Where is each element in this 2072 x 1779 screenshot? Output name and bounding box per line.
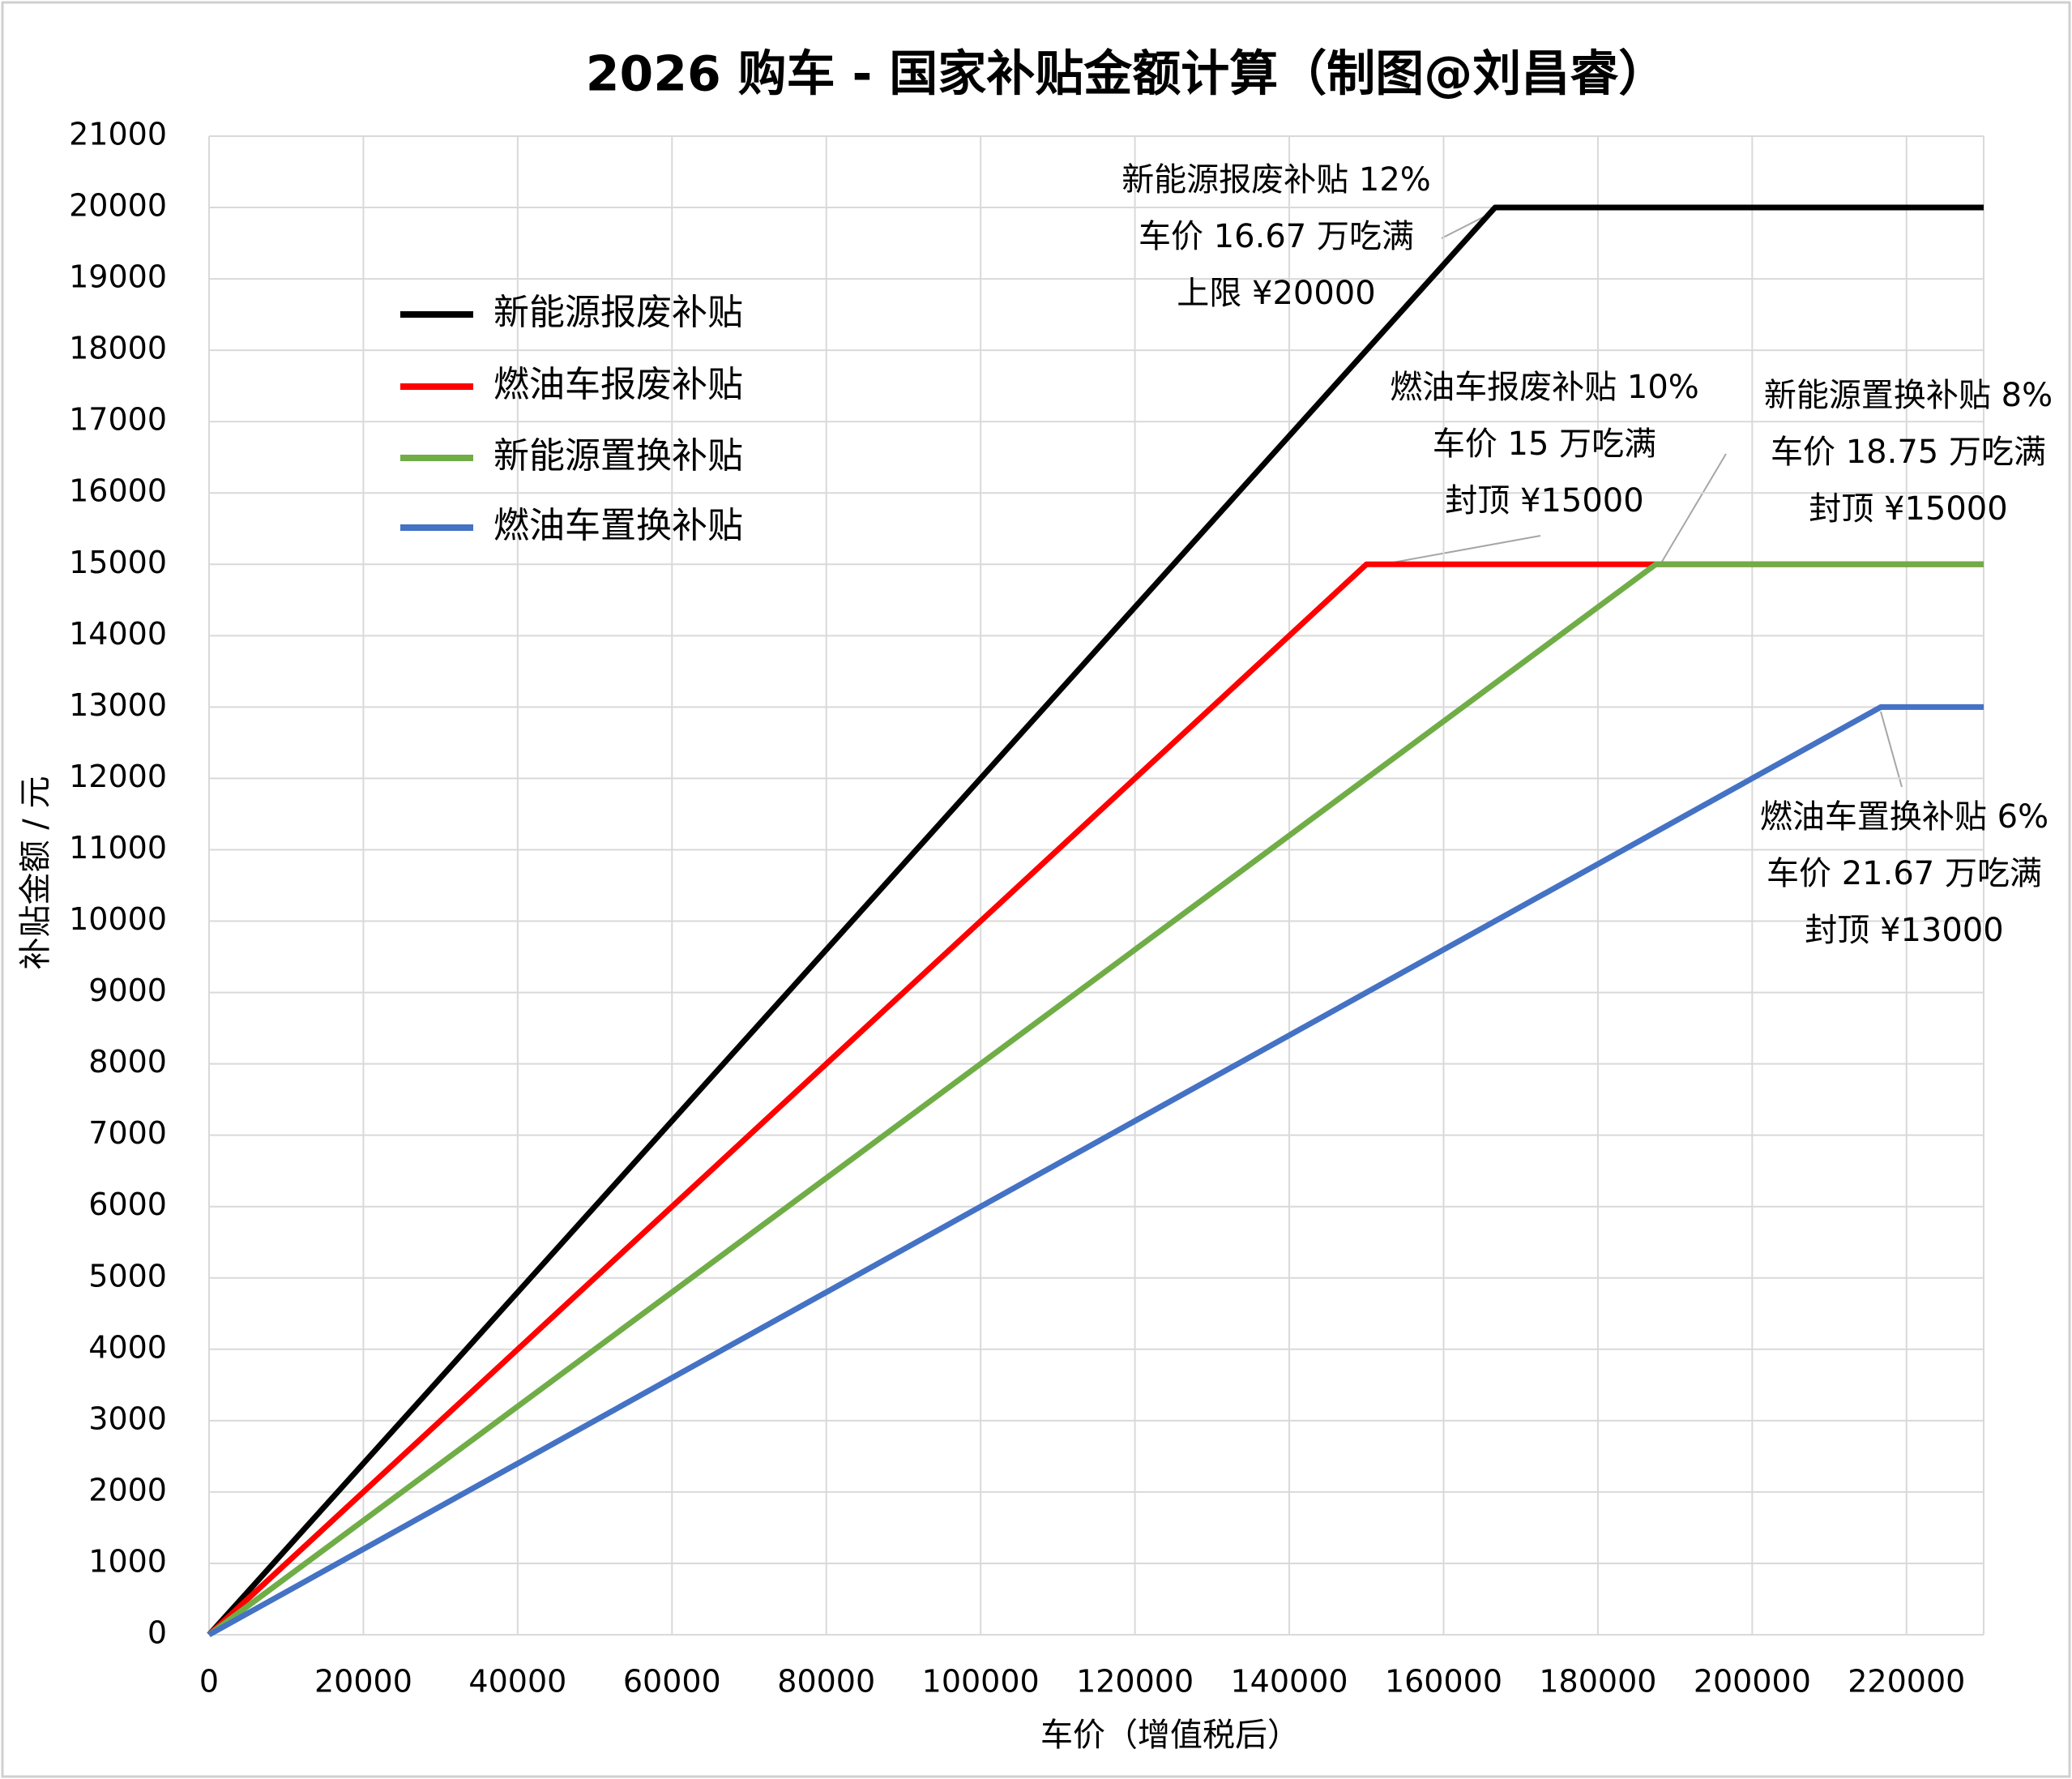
annotation: 燃油车置换补贴 6% bbox=[1760, 798, 2049, 836]
x-tick-label: 80000 bbox=[777, 1664, 875, 1700]
y-tick-label: 11000 bbox=[69, 830, 167, 866]
y-tick-label: 14000 bbox=[69, 616, 167, 652]
y-axis-title: 补贴金额 / 元 bbox=[17, 776, 54, 970]
leader-line bbox=[1374, 535, 1541, 567]
chart-title: 2026 购车 - 国家补贴金额计算（制图@刘昌睿） bbox=[586, 46, 1668, 103]
y-tick-label: 8000 bbox=[88, 1044, 167, 1080]
legend-label: 燃油车置换补贴 bbox=[493, 505, 743, 546]
y-tick-label: 12000 bbox=[69, 759, 167, 794]
x-tick-label: 120000 bbox=[1076, 1664, 1194, 1700]
legend-label: 燃油车报废补贴 bbox=[493, 364, 743, 405]
x-tick-label: 40000 bbox=[468, 1664, 566, 1700]
x-tick-label: 160000 bbox=[1385, 1664, 1502, 1700]
y-tick-label: 4000 bbox=[88, 1329, 167, 1365]
x-tick-label: 20000 bbox=[314, 1664, 412, 1700]
leader-line bbox=[1659, 453, 1727, 567]
y-tick-label: 20000 bbox=[69, 188, 167, 224]
x-tick-label: 220000 bbox=[1848, 1664, 1965, 1700]
x-tick-label: 0 bbox=[199, 1664, 219, 1700]
y-tick-label: 2000 bbox=[88, 1472, 167, 1507]
y-tick-label: 10000 bbox=[69, 901, 167, 937]
annotation: 封顶 ¥15000 bbox=[1809, 490, 2007, 528]
series-line bbox=[207, 703, 1984, 1638]
x-tick-label: 180000 bbox=[1539, 1664, 1656, 1700]
series-line bbox=[207, 561, 1984, 1637]
y-tick-label: 6000 bbox=[88, 1187, 167, 1222]
annotation: 封顶 ¥15000 bbox=[1445, 482, 1643, 520]
legend-label: 新能源置换补贴 bbox=[493, 435, 743, 477]
annotation: 车价 16.67 万吃满 bbox=[1139, 218, 1414, 255]
y-tick-label: 0 bbox=[147, 1615, 167, 1651]
annotation: 新能源报废补贴 12% bbox=[1121, 161, 1431, 199]
y-tick-label: 21000 bbox=[69, 117, 167, 152]
x-axis-title: 车价（增值税后） bbox=[1040, 1717, 1300, 1754]
y-tick-label: 16000 bbox=[69, 473, 167, 509]
annotation: 新能源置换补贴 8% bbox=[1764, 377, 2053, 414]
y-tick-label: 17000 bbox=[69, 402, 167, 438]
y-tick-label: 15000 bbox=[69, 545, 167, 580]
series-line bbox=[207, 204, 1984, 1637]
annotation: 车价 18.75 万吃满 bbox=[1771, 434, 2046, 471]
y-tick-label: 5000 bbox=[88, 1258, 167, 1294]
annotation: 车价 21.67 万吃满 bbox=[1767, 855, 2042, 892]
y-tick-label: 7000 bbox=[88, 1115, 167, 1151]
y-tick-label: 1000 bbox=[88, 1543, 167, 1579]
annotation: 封顶 ¥13000 bbox=[1805, 912, 2003, 949]
x-tick-label: 100000 bbox=[922, 1664, 1040, 1700]
x-tick-label: 140000 bbox=[1231, 1664, 1348, 1700]
x-tick-label: 60000 bbox=[623, 1664, 721, 1700]
y-tick-label: 13000 bbox=[69, 687, 167, 723]
annotation: 车价 15 万吃满 bbox=[1433, 426, 1656, 463]
y-tick-label: 19000 bbox=[69, 259, 167, 295]
y-tick-label: 3000 bbox=[88, 1401, 167, 1436]
y-tick-label: 18000 bbox=[69, 331, 167, 366]
x-tick-label: 200000 bbox=[1694, 1664, 1811, 1700]
y-tick-label: 9000 bbox=[88, 973, 167, 1008]
annotation: 燃油车报废补贴 10% bbox=[1390, 369, 1699, 406]
annotation: 上限 ¥20000 bbox=[1177, 275, 1375, 312]
legend-label: 新能源报废补贴 bbox=[493, 292, 743, 333]
leader-line bbox=[1880, 711, 1903, 788]
